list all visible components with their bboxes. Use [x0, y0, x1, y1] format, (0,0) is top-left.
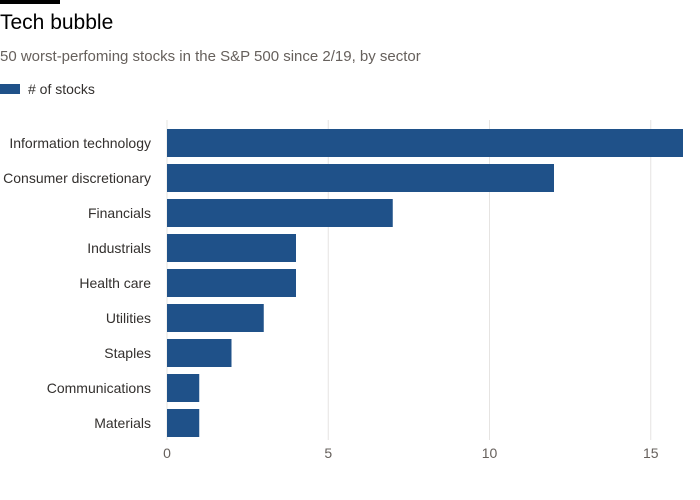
- bar-layer: [167, 129, 683, 437]
- category-label: Industrials: [87, 240, 151, 256]
- bar: [167, 269, 296, 297]
- bar: [167, 164, 554, 192]
- bar: [167, 374, 200, 402]
- x-tick-label: 10: [482, 445, 498, 461]
- chart-title: Tech bubble: [0, 11, 114, 34]
- legend: # of stocks: [0, 80, 95, 98]
- category-label: Staples: [104, 345, 151, 361]
- bar: [167, 199, 393, 227]
- category-label-layer: Information technology Consumer discretio…: [3, 135, 151, 431]
- category-label: Materials: [94, 415, 151, 431]
- category-label: Health care: [79, 275, 151, 291]
- bar: [167, 234, 296, 262]
- tick-label-layer: 0 5 10 15: [163, 445, 659, 461]
- category-label: Consumer discretionary: [3, 170, 151, 186]
- x-tick-label: 5: [324, 445, 332, 461]
- bar: [167, 129, 683, 157]
- bar: [167, 304, 264, 332]
- legend-label: # of stocks: [28, 81, 95, 97]
- category-label: Financials: [88, 205, 151, 221]
- top-rule: [0, 0, 60, 4]
- category-label: Utilities: [106, 310, 151, 326]
- chart-subtitle: 50 worst-perfoming stocks in the S&P 500…: [0, 48, 421, 65]
- category-label: Communications: [47, 380, 151, 396]
- bar: [167, 409, 200, 437]
- x-tick-label: 0: [163, 445, 171, 461]
- bar: [167, 339, 232, 367]
- legend-swatch: [0, 84, 20, 94]
- category-label: Information technology: [9, 135, 151, 151]
- x-tick-label: 15: [643, 445, 659, 461]
